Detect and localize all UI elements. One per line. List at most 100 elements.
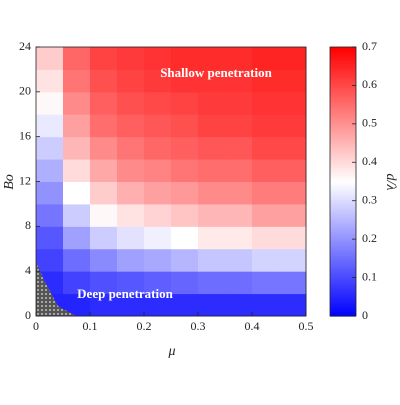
heatmap-cell: [90, 293, 118, 317]
colorbar-swatch: [330, 96, 356, 100]
heatmap-cell: [225, 47, 253, 70]
heatmap-cell: [279, 47, 307, 70]
heatmap-cell: [198, 91, 226, 115]
colorbar-swatch: [330, 183, 356, 187]
colorbar-swatch: [330, 103, 356, 106]
colorbar-swatch: [330, 109, 356, 113]
heatmap-cell: [90, 159, 118, 182]
colorbar-swatch: [330, 60, 356, 64]
colorbar-swatch: [330, 257, 356, 261]
heatmap-cell: [117, 248, 145, 272]
colorbar-swatch: [330, 224, 356, 227]
colorbar-tick-label: 0.4: [362, 154, 377, 168]
colorbar-swatch: [330, 268, 356, 272]
colorbar-swatch: [330, 154, 356, 158]
colorbar-swatch: [330, 264, 356, 268]
heatmap-cell: [171, 114, 199, 138]
colorbar-swatch: [330, 138, 356, 142]
colorbar-swatch: [330, 47, 356, 50]
heatmap-cell: [36, 47, 64, 70]
colorbar-swatch: [330, 239, 356, 243]
colorbar-swatch: [330, 118, 356, 122]
heatmap-cell: [198, 136, 226, 160]
colorbar-swatch: [330, 129, 356, 133]
heatmap-cell: [252, 226, 280, 250]
colorbar-swatch: [330, 255, 356, 259]
heatmap-cell: [90, 226, 118, 250]
heatmap-cell: [198, 293, 226, 317]
heatmap-cell: [198, 248, 226, 272]
x-axis-label: μ: [167, 344, 175, 359]
colorbar-swatch: [330, 82, 356, 86]
colorbar: [330, 47, 356, 317]
heatmap-cell: [279, 293, 307, 317]
heatmap-cell: [90, 47, 118, 70]
x-tick-label: 0.5: [299, 319, 314, 333]
colorbar-swatch: [330, 80, 356, 84]
colorbar-swatch: [330, 203, 356, 207]
heatmap-cell: [63, 91, 91, 115]
heatmap-cell: [225, 181, 253, 205]
colorbar-swatch: [330, 161, 356, 165]
heatmap-cell: [144, 248, 172, 272]
heatmap-cell: [144, 203, 172, 227]
colorbar-swatch: [330, 145, 356, 149]
colorbar-swatch: [330, 304, 356, 308]
colorbar-swatch: [330, 127, 356, 131]
colorbar-swatch: [330, 293, 356, 297]
colorbar-swatch: [330, 246, 356, 250]
colorbar-swatch: [330, 123, 356, 127]
heatmap-cell: [225, 203, 253, 227]
colorbar-swatch: [330, 152, 356, 156]
heatmap-cell: [117, 181, 145, 205]
colorbar-swatch: [330, 219, 356, 223]
y-tick-label: 12: [19, 173, 31, 187]
colorbar-swatch: [330, 71, 356, 75]
heatmap-cell: [225, 114, 253, 138]
colorbar-swatch: [330, 163, 356, 167]
colorbar-swatch: [330, 300, 356, 304]
colorbar-swatch: [330, 125, 356, 129]
colorbar-swatch: [330, 69, 356, 73]
heatmap-cell: [198, 114, 226, 138]
colorbar-swatch: [330, 51, 356, 55]
colorbar-swatch: [330, 197, 356, 201]
colorbar-swatch: [330, 188, 356, 192]
colorbar-swatch: [330, 170, 356, 174]
colorbar-swatch: [330, 67, 356, 71]
y-tick-label: 20: [19, 84, 31, 98]
heatmap-cell: [36, 114, 64, 138]
heatmap-cell: [36, 159, 64, 182]
heatmap-cell: [90, 181, 118, 205]
heatmap-cell: [225, 69, 253, 93]
heatmap-cell: [117, 226, 145, 250]
colorbar-swatch: [330, 87, 356, 91]
colorbar-swatch: [330, 295, 356, 299]
heatmap-cell: [252, 181, 280, 205]
heatmap-cell: [225, 248, 253, 272]
heatmap-cell: [252, 203, 280, 227]
y-tick-label: 4: [25, 263, 31, 277]
y-tick-label: 8: [25, 218, 31, 232]
heatmap-cell: [144, 271, 172, 295]
heatmap-cell: [225, 159, 253, 182]
colorbar-swatch: [330, 55, 356, 59]
colorbar-swatch: [330, 107, 356, 111]
colorbar-swatch: [330, 284, 356, 288]
heatmap-cell: [171, 293, 199, 317]
colorbar-swatch: [330, 262, 356, 266]
colorbar-swatch: [330, 181, 356, 185]
colorbar-swatch: [330, 172, 356, 176]
y-tick-label: 16: [19, 128, 31, 142]
heatmap-cell: [279, 271, 307, 295]
heatmap-cell: [252, 136, 280, 160]
colorbar-swatch: [330, 199, 356, 203]
colorbar-swatch: [330, 85, 356, 88]
heatmap-cell: [36, 91, 64, 115]
x-tick-label: 0.4: [245, 319, 260, 333]
x-tick-label: 0.3: [191, 319, 206, 333]
colorbar-swatch: [330, 98, 356, 102]
colorbar-swatch: [330, 298, 356, 301]
colorbar-swatch: [330, 266, 356, 270]
